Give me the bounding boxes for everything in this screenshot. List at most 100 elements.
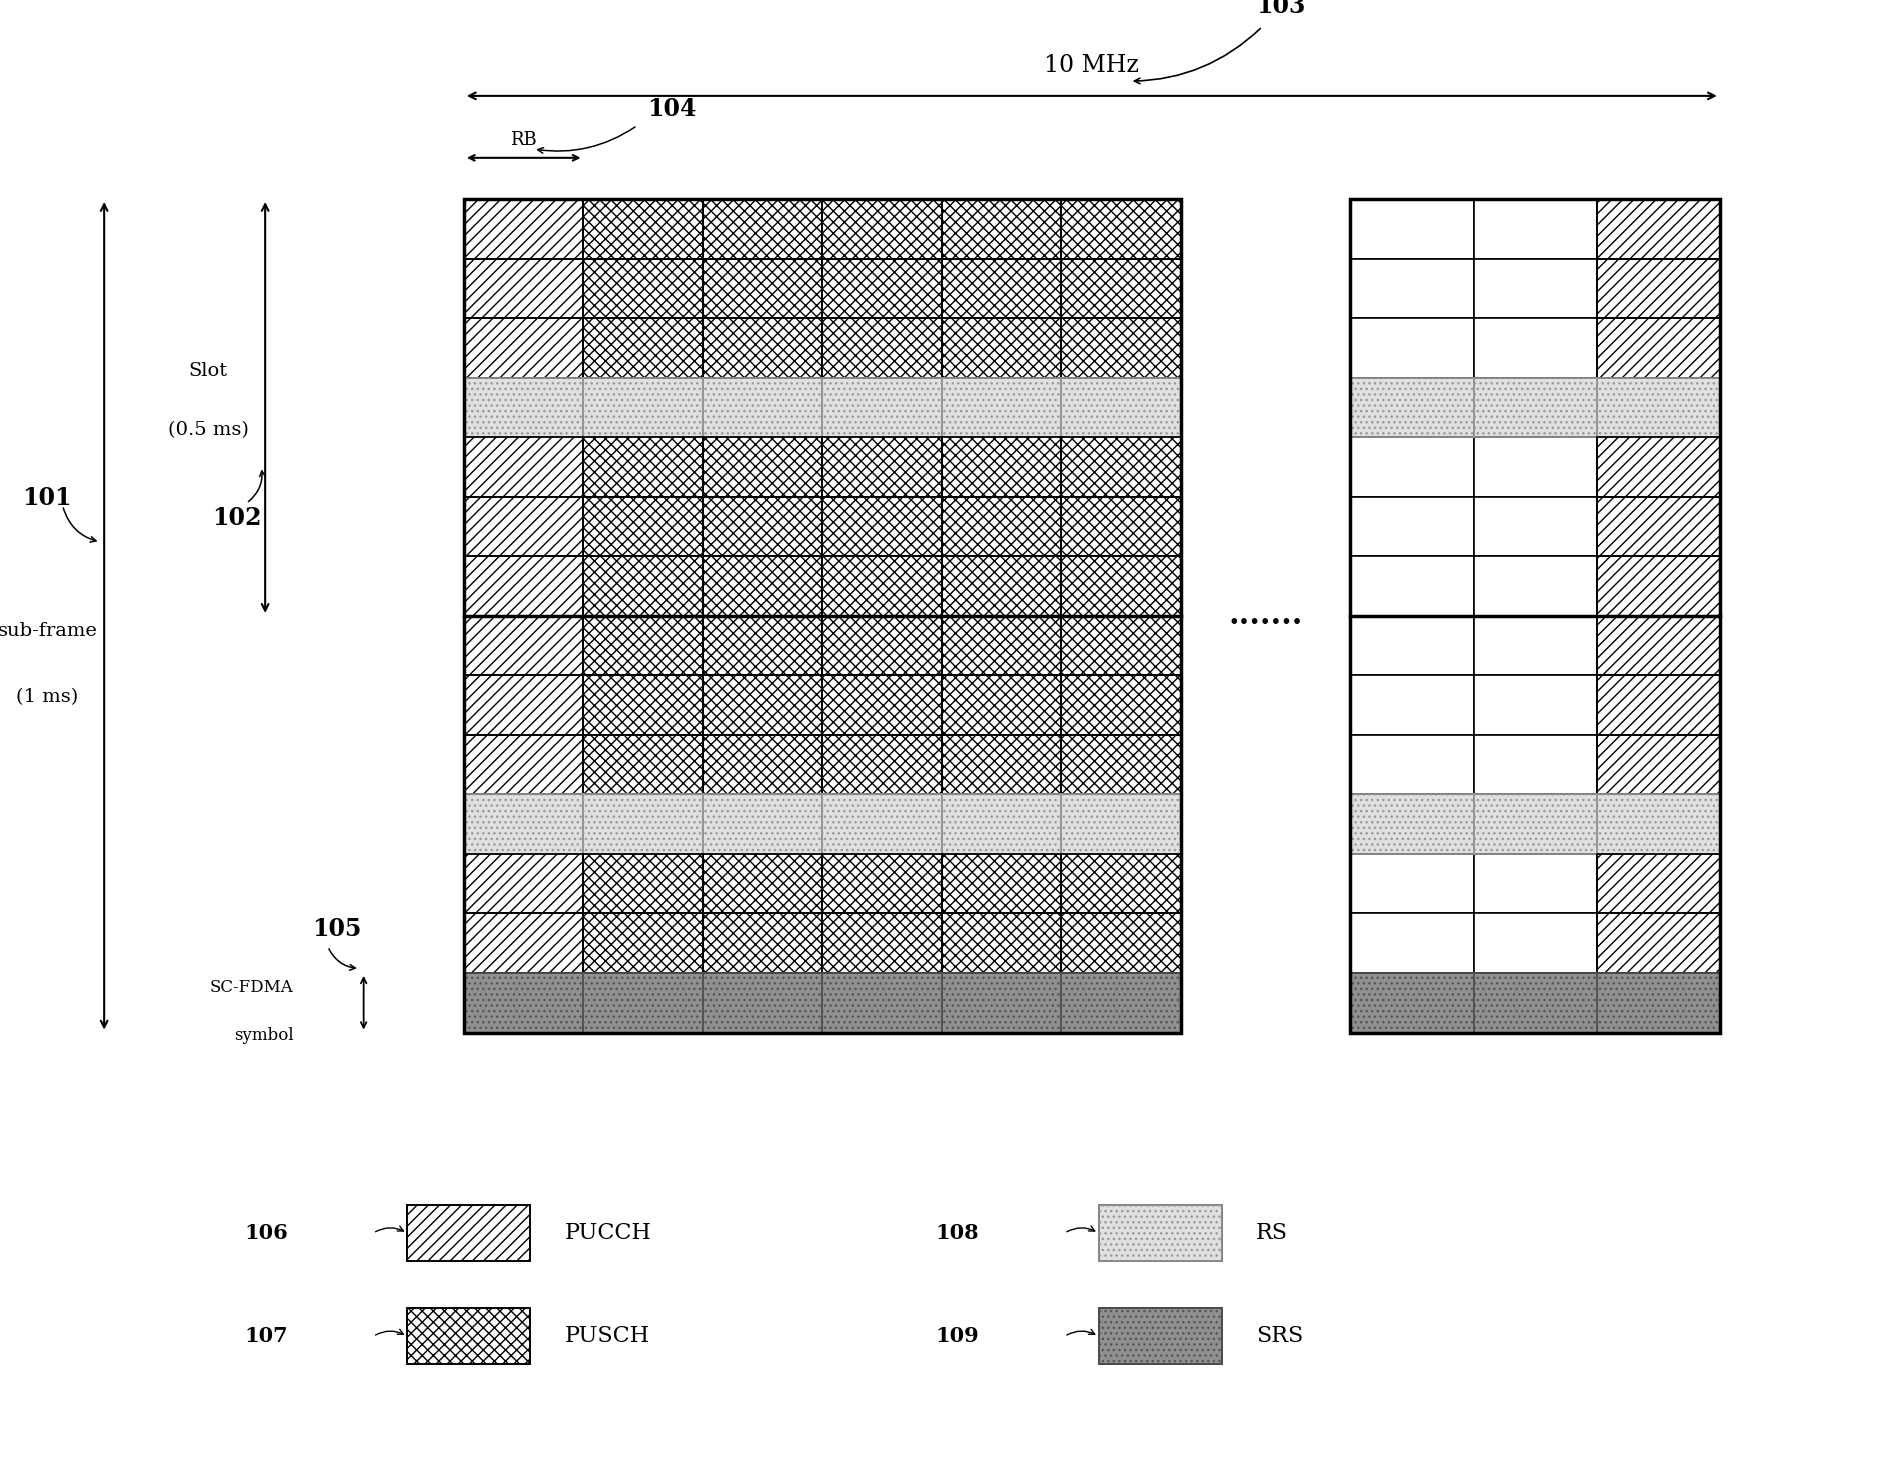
Bar [583,676,703,735]
Bar [1474,378,1597,437]
Bar [1597,319,1720,378]
Bar [1597,437,1720,497]
Bar [464,497,583,556]
Bar [822,676,941,735]
Bar [822,735,941,795]
Bar [703,735,822,795]
Bar [1350,497,1474,556]
Bar [941,854,1061,913]
Bar [703,199,822,258]
Bar [941,437,1061,497]
Bar [464,319,583,378]
Bar [583,258,703,319]
Bar [1474,854,1597,913]
Bar [1350,795,1474,854]
Bar [1350,199,1474,258]
Bar [941,497,1061,556]
Bar [583,974,703,1032]
Bar [1474,497,1597,556]
Bar [464,437,583,497]
Bar [464,676,583,735]
Bar [822,556,941,617]
Bar [464,854,583,913]
Bar [1597,854,1720,913]
Bar [1061,615,1180,676]
Bar [1350,974,1474,1032]
Bar [703,378,822,437]
Bar [1061,199,1180,258]
Bar [822,913,941,974]
Bar [703,497,822,556]
Bar [464,319,583,378]
Bar [822,795,941,854]
Bar [1061,854,1180,913]
Bar [941,497,1061,556]
Bar [941,258,1061,319]
Bar [703,854,822,913]
Bar [941,974,1061,1032]
Bar [407,1308,530,1364]
Bar [822,913,941,974]
Bar [1597,258,1720,319]
Bar [464,199,583,258]
Bar [583,556,703,617]
Bar [1350,258,1474,319]
Bar [1474,795,1597,854]
Text: PUSCH: PUSCH [564,1326,650,1347]
Bar [1350,378,1474,437]
Bar [1597,497,1720,556]
Bar [1597,795,1720,854]
Bar [822,437,941,497]
Bar [583,378,703,437]
Bar [1061,913,1180,974]
Bar [583,735,703,795]
Bar [1350,319,1474,378]
Bar [1350,676,1474,735]
Bar [822,556,941,617]
Bar [1597,615,1720,676]
Bar [822,854,941,913]
Bar [1597,854,1720,913]
Text: RB: RB [509,131,538,149]
Bar [1061,974,1180,1032]
Bar [1061,437,1180,497]
Bar [822,676,941,735]
Bar [583,913,703,974]
Bar [703,974,822,1032]
Bar [583,854,703,913]
Bar [1061,258,1180,319]
Text: 109: 109 [936,1326,979,1347]
Bar [583,735,703,795]
Bar [464,615,583,676]
Text: 10 MHz: 10 MHz [1044,53,1140,77]
Bar [1061,854,1180,913]
Bar [1350,615,1474,676]
Bar [583,913,703,974]
Bar [941,913,1061,974]
Bar [1350,735,1474,795]
Bar [941,199,1061,258]
Bar [1597,913,1720,974]
Bar [1597,437,1720,497]
Bar [1474,615,1597,676]
Text: SC-FDMA: SC-FDMA [210,979,294,997]
Bar [1474,913,1597,974]
Bar [822,854,941,913]
Bar [703,615,822,676]
Bar [822,437,941,497]
Bar [1474,199,1597,258]
Bar [464,735,583,795]
Bar [583,497,703,556]
Bar [941,556,1061,617]
Bar [583,795,703,854]
Bar [583,437,703,497]
Bar [1350,556,1474,617]
Bar [941,735,1061,795]
Bar [1597,556,1720,617]
Text: 104: 104 [648,97,697,121]
Bar [1350,854,1474,913]
Bar [464,199,1180,1032]
Bar [822,378,941,437]
Bar [1597,199,1720,258]
Bar [941,556,1061,617]
